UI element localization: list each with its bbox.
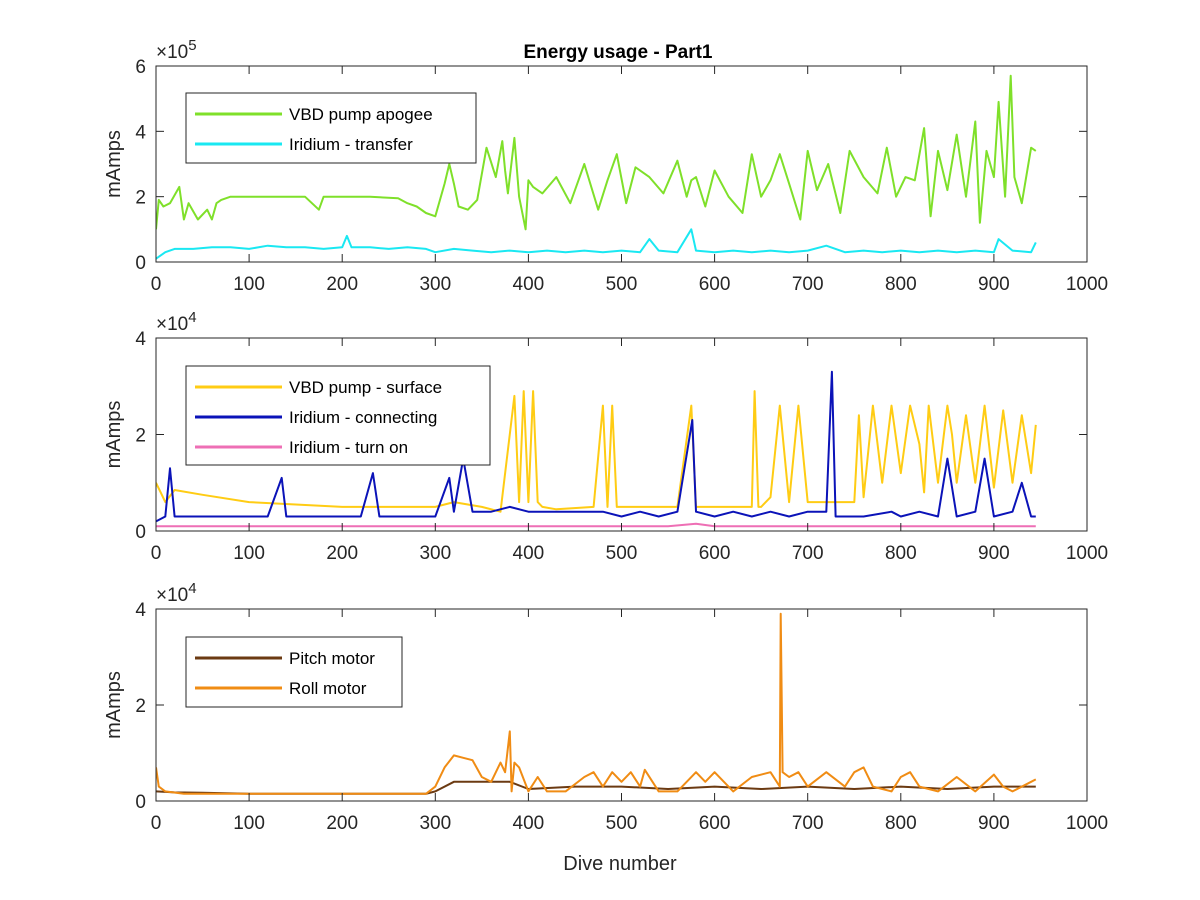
x-tick-label: 0 bbox=[151, 543, 162, 564]
legend-entry: Iridium - transfer bbox=[289, 135, 413, 154]
y-tick-label: 2 bbox=[135, 696, 146, 717]
x-tick-label: 600 bbox=[699, 543, 731, 564]
x-tick-label: 800 bbox=[885, 543, 917, 564]
y-tick-label: 2 bbox=[135, 188, 146, 209]
legend-box bbox=[185, 92, 477, 164]
x-tick-label: 500 bbox=[606, 813, 638, 834]
figure-title: Energy usage - Part1 bbox=[523, 42, 712, 63]
x-tick-label: 500 bbox=[606, 543, 638, 564]
x-tick-label: 300 bbox=[419, 813, 451, 834]
x-tick-label: 800 bbox=[885, 813, 917, 834]
x-tick-label: 900 bbox=[978, 274, 1010, 295]
x-tick-label: 0 bbox=[151, 274, 162, 295]
y-exponent-label: ×104 bbox=[156, 309, 197, 335]
x-tick-label: 1000 bbox=[1066, 543, 1108, 564]
series-line-iridium-connecting bbox=[156, 370, 1036, 523]
y-tick-label: 4 bbox=[135, 329, 146, 350]
legend: VBD pump - surface Iridium - connecting Ir… bbox=[185, 365, 491, 466]
subplots: 0 100 200 300 400 500 600 700 800 900 10000246×105… bbox=[103, 37, 1108, 834]
x-tick-label: 300 bbox=[419, 274, 451, 295]
x-tick-label: 600 bbox=[699, 274, 731, 295]
legend-entry: VBD pump apogee bbox=[289, 105, 433, 124]
x-tick-label: 100 bbox=[233, 274, 265, 295]
legend-entry: VBD pump - surface bbox=[289, 378, 442, 397]
x-tick-label: 1000 bbox=[1066, 274, 1108, 295]
y-tick-label: 2 bbox=[135, 426, 146, 447]
legend: VBD pump apogee Iridium - transfer bbox=[185, 92, 477, 164]
x-axis-label: Dive number bbox=[563, 853, 677, 875]
subplot-1: 0 100 200 300 400 500 600 700 800 900 1000 0 2 4 6 ×105… bbox=[103, 37, 1108, 295]
series-line-roll-motor bbox=[156, 612, 1037, 795]
x-tick-label: 400 bbox=[513, 543, 545, 564]
series-line-iridium-transfer bbox=[156, 228, 1037, 260]
y-exponent-label: ×104 bbox=[156, 580, 197, 606]
legend-entry: Iridium - connecting bbox=[289, 408, 437, 427]
x-tick-label: 1000 bbox=[1066, 813, 1108, 834]
legend-entry: Roll motor bbox=[289, 679, 367, 698]
x-tick-label: 600 bbox=[699, 813, 731, 834]
x-tick-label: 700 bbox=[792, 274, 824, 295]
x-tick-label: 200 bbox=[326, 543, 358, 564]
legend-box bbox=[185, 636, 403, 708]
y-tick-label: 4 bbox=[135, 600, 146, 621]
subplot-3: 0 100 200 300 400 500 600 700 800 900 1000 0 2 4 ×104 m… bbox=[103, 580, 1108, 834]
x-tick-label: 800 bbox=[885, 274, 917, 295]
x-tick-label: 300 bbox=[419, 543, 451, 564]
legend-entry: Iridium - turn on bbox=[289, 438, 408, 457]
y-axis-label: mAmps bbox=[103, 671, 125, 739]
x-tick-label: 400 bbox=[513, 813, 545, 834]
series-line-vbd-pump-apogee bbox=[156, 74, 1037, 231]
y-exponent-label: ×105 bbox=[156, 37, 197, 63]
x-tick-label: 500 bbox=[606, 274, 638, 295]
legend: Pitch motor Roll motor bbox=[185, 636, 403, 708]
series-line-vbd-pump-surface bbox=[156, 390, 1037, 513]
x-tick-label: 200 bbox=[326, 813, 358, 834]
y-tick-label: 0 bbox=[135, 792, 146, 813]
subplot-2: 0 100 200 300 400 500 600 700 800 900 1000 0 2 4 ×104 m… bbox=[103, 309, 1108, 564]
x-tick-label: 200 bbox=[326, 274, 358, 295]
x-tick-label: 0 bbox=[151, 813, 162, 834]
y-tick-label: 4 bbox=[135, 122, 146, 143]
legend-entry: Pitch motor bbox=[289, 649, 375, 668]
y-tick-label: 0 bbox=[135, 253, 146, 274]
x-tick-label: 700 bbox=[792, 543, 824, 564]
y-axis-label: mAmps bbox=[103, 130, 125, 198]
x-tick-label: 100 bbox=[233, 813, 265, 834]
x-tick-label: 900 bbox=[978, 813, 1010, 834]
x-tick-label: 400 bbox=[513, 274, 545, 295]
y-tick-label: 6 bbox=[135, 57, 146, 78]
x-tick-label: 100 bbox=[233, 543, 265, 564]
x-tick-label: 900 bbox=[978, 543, 1010, 564]
x-tick-label: 700 bbox=[792, 813, 824, 834]
y-axis-label: mAmps bbox=[103, 401, 125, 469]
y-tick-label: 0 bbox=[135, 522, 146, 543]
